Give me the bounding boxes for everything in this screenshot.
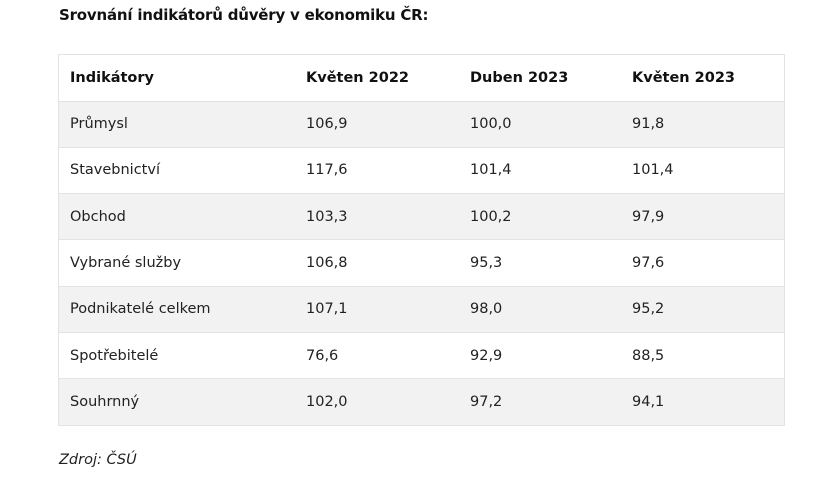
table-cell: 94,1 (621, 378, 784, 426)
table-row: Stavebnictví 117,6 101,4 101,4 (59, 146, 784, 194)
row-label: Souhrnný (59, 378, 295, 426)
row-label: Stavebnictví (59, 146, 295, 194)
table-header-row: Indikátory Květen 2022 Duben 2023 Květen… (59, 55, 784, 101)
table-cell: 117,6 (295, 146, 459, 194)
table-cell: 98,0 (459, 285, 621, 333)
table-cell: 76,6 (295, 331, 459, 379)
table-cell: 106,8 (295, 239, 459, 287)
table-cell: 95,3 (459, 239, 621, 287)
table-row: Spotřebitelé 76,6 92,9 88,5 (59, 331, 784, 379)
table-cell: 101,4 (621, 146, 784, 194)
table-cell: 97,2 (459, 378, 621, 426)
table-cell: 91,8 (621, 100, 784, 148)
table-cell: 101,4 (459, 146, 621, 194)
table-cell: 106,9 (295, 100, 459, 148)
indicators-table: Indikátory Květen 2022 Duben 2023 Květen… (58, 54, 785, 427)
table-row: Vybrané služby 106,8 95,3 97,6 (59, 239, 784, 287)
table-cell: 100,0 (459, 100, 621, 148)
table-title: Srovnání indikátorů důvěry v ekonomiku Č… (59, 6, 429, 24)
table-cell: 100,2 (459, 193, 621, 240)
table-row: Obchod 103,3 100,2 97,9 (59, 193, 784, 240)
column-header-april-2023: Duben 2023 (470, 69, 569, 86)
row-label: Vybrané služby (59, 239, 295, 287)
table-row: Podnikatelé celkem 107,1 98,0 95,2 (59, 285, 784, 333)
column-header-indicators: Indikátory (70, 69, 154, 86)
column-header-may-2022: Květen 2022 (306, 69, 410, 86)
table-cell: 107,1 (295, 285, 459, 333)
table-cell: 88,5 (621, 331, 784, 379)
table-cell: 92,9 (459, 331, 621, 379)
row-label: Podnikatelé celkem (59, 285, 295, 333)
table-cell: 103,3 (295, 193, 459, 240)
row-label: Průmysl (59, 100, 295, 148)
row-label: Spotřebitelé (59, 331, 295, 379)
table-cell: 97,6 (621, 239, 784, 287)
table-cell: 102,0 (295, 378, 459, 426)
table-cell: 97,9 (621, 193, 784, 240)
table-row: Průmysl 106,9 100,0 91,8 (59, 100, 784, 148)
table-row: Souhrnný 102,0 97,2 94,1 (59, 378, 784, 426)
source-note: Zdroj: ČSÚ (59, 452, 137, 468)
row-label: Obchod (59, 193, 295, 240)
column-header-may-2023: Květen 2023 (632, 69, 736, 86)
table-cell: 95,2 (621, 285, 784, 333)
